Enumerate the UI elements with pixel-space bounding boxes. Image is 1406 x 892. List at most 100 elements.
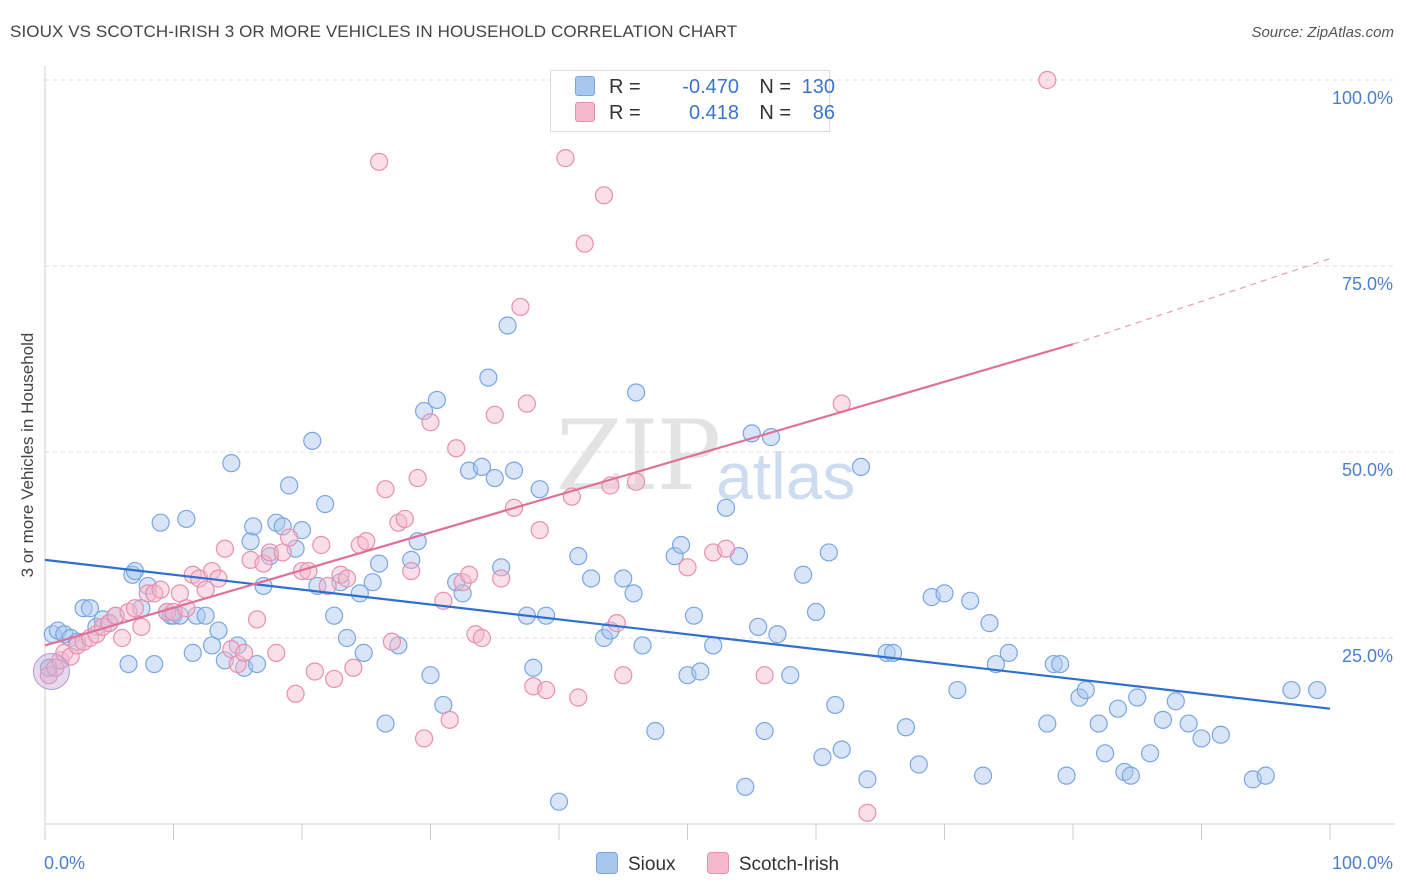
data-point (832, 740, 851, 759)
data-point (755, 666, 774, 685)
legend-r-label: R = (609, 102, 641, 124)
legend-swatch-sioux (575, 76, 595, 96)
data-point (447, 439, 466, 458)
data-point (999, 643, 1018, 662)
data-point (395, 509, 414, 529)
data-point (858, 803, 877, 822)
data-point (273, 517, 292, 536)
data-point (267, 643, 286, 662)
data-point (537, 606, 556, 625)
data-point (112, 628, 132, 648)
data-point (421, 666, 440, 685)
legend-label-sioux: Sioux (628, 854, 676, 875)
data-point (671, 535, 691, 555)
data-point (1070, 688, 1089, 707)
data-point (244, 517, 263, 536)
data-point (39, 666, 58, 685)
x-tick-label: 0.0% (44, 853, 85, 873)
data-point (440, 710, 459, 729)
trend-line-scotch-irish-extension (1072, 257, 1331, 345)
data-point (414, 401, 434, 421)
axis-labels: 25.0% 50.0% 75.0% 100.0% 0.0% 100.0% 3 or more… (18, 88, 1393, 873)
data-point (961, 591, 980, 610)
data-point (151, 580, 170, 599)
data-point (119, 654, 138, 674)
legend-n-value: 86 (812, 102, 835, 124)
data-point (524, 658, 543, 677)
data-point (459, 565, 479, 584)
data-point (851, 457, 871, 476)
data-point (986, 654, 1006, 674)
data-point (794, 565, 813, 584)
data-point (684, 606, 704, 625)
data-point (665, 547, 684, 566)
data-point (973, 766, 993, 785)
data-point (453, 573, 472, 592)
data-point (183, 643, 202, 662)
legend-item-scotch-irish: Scotch-Irish (706, 852, 839, 876)
data-point (614, 666, 633, 685)
data-point (479, 368, 498, 387)
data-point (357, 532, 376, 551)
data-point (354, 643, 373, 662)
data-point (316, 494, 335, 514)
data-point (781, 666, 800, 685)
data-point (575, 234, 594, 253)
data-point (582, 569, 601, 588)
data-point (472, 457, 491, 476)
data-point (1192, 729, 1211, 748)
sioux-swatch (596, 852, 618, 874)
data-point (427, 390, 447, 410)
data-point (1121, 766, 1140, 785)
data-point (569, 547, 588, 566)
data-point (1038, 714, 1057, 733)
data-point (402, 561, 421, 581)
data-point (537, 680, 556, 700)
data-point (337, 569, 357, 588)
data-point (896, 718, 916, 737)
data-point (530, 521, 549, 540)
y-tick-label: 50.0% (1342, 460, 1393, 480)
watermark-atlas: atlas (716, 439, 856, 513)
data-point (1308, 680, 1327, 700)
data-point (312, 535, 331, 555)
y-tick-label: 25.0% (1342, 646, 1393, 666)
data-point (594, 186, 614, 205)
data-point (806, 602, 826, 622)
legend-r-value: 0.418 (688, 102, 739, 124)
data-point (303, 431, 322, 450)
legend-item-sioux: Sioux (596, 852, 676, 876)
data-point (678, 558, 697, 577)
data-point (704, 636, 723, 655)
data-point (247, 610, 267, 629)
data-point (80, 599, 100, 618)
data-point (549, 792, 569, 811)
data-point (749, 617, 768, 636)
data-point (1211, 725, 1230, 744)
data-point (370, 152, 389, 171)
data-point (716, 498, 736, 517)
legend-n-label: N = (759, 76, 791, 98)
data-point (325, 669, 344, 689)
data-point (408, 468, 427, 488)
data-point (196, 606, 215, 625)
legend-r-label: R = (609, 76, 641, 98)
data-point (305, 662, 324, 681)
data-point (485, 405, 504, 424)
series-scotch-irish (32, 70, 1057, 822)
data-point (858, 770, 877, 789)
data-point (755, 721, 774, 741)
data-point (1140, 744, 1160, 763)
data-point (614, 569, 633, 588)
legend-n-value: 130 (801, 76, 835, 98)
data-point (626, 472, 646, 491)
data-point (472, 628, 491, 648)
data-point (736, 777, 755, 796)
data-point (151, 513, 170, 532)
data-point (363, 573, 382, 592)
data-point (1089, 714, 1108, 733)
data-point (222, 454, 241, 473)
data-point (254, 554, 273, 573)
series-legend: Sioux Scotch-Irish (596, 852, 865, 876)
data-point (691, 662, 710, 681)
